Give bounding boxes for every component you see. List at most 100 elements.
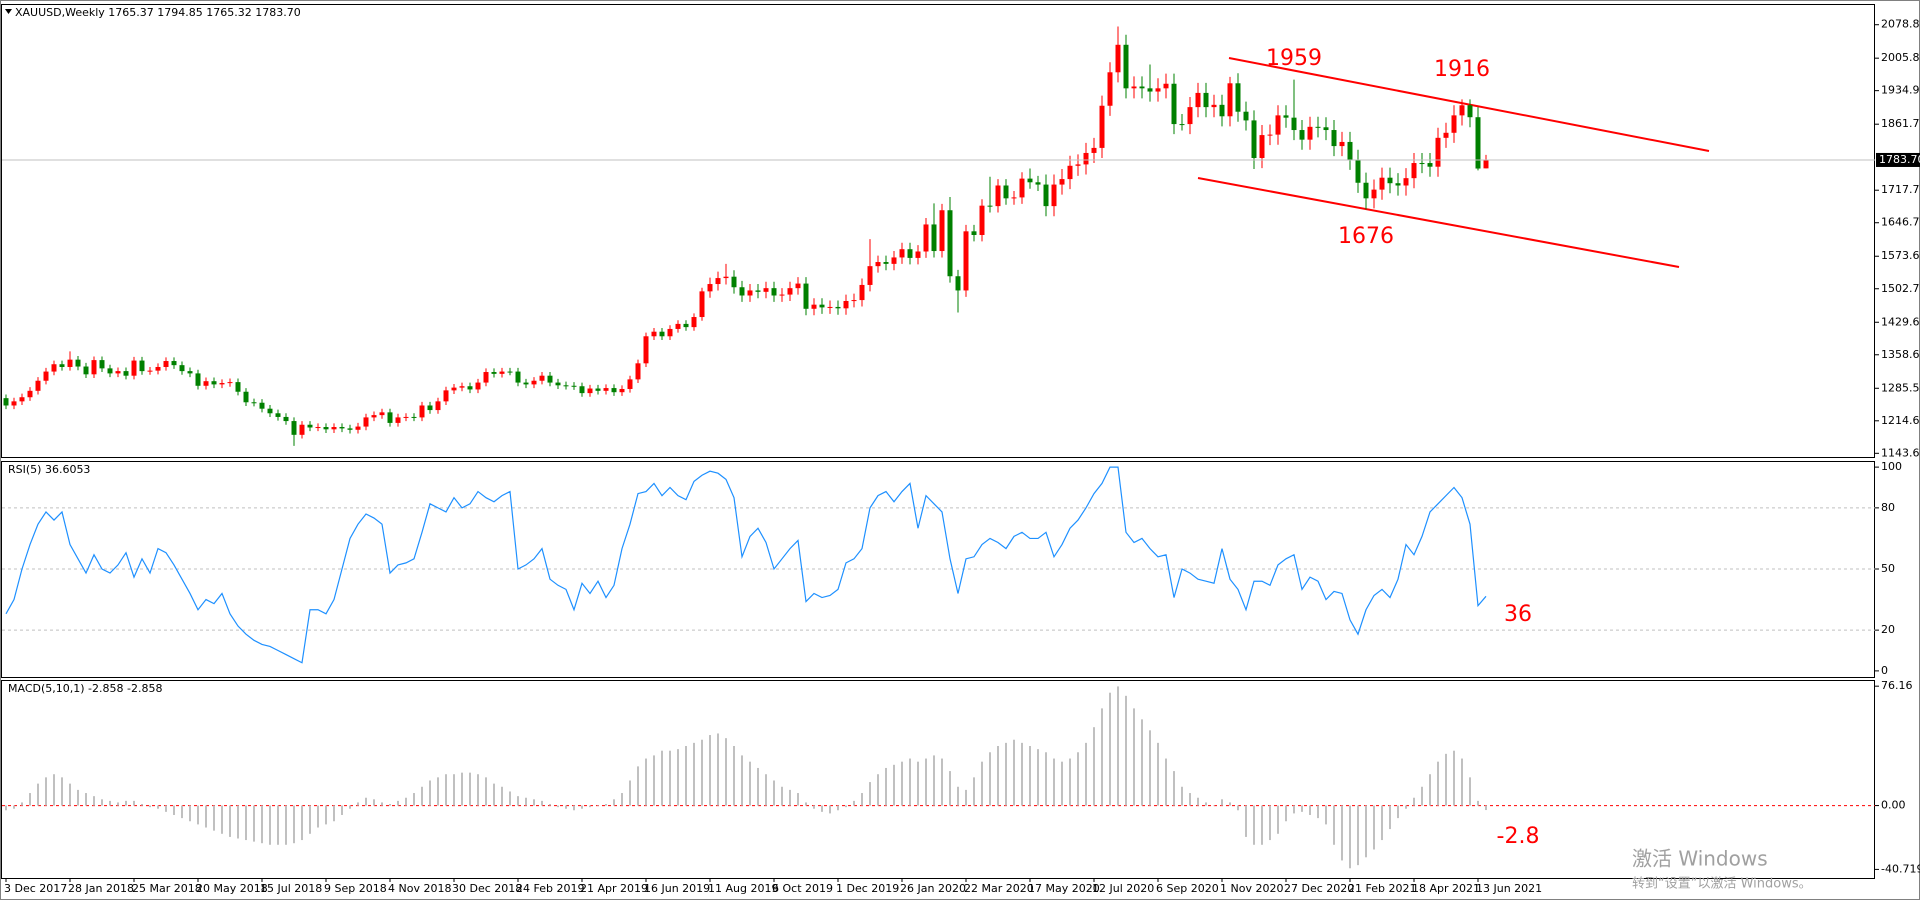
menu-triangle[interactable] <box>5 9 12 14</box>
candle-body <box>155 366 161 371</box>
macd-bar <box>1045 752 1047 806</box>
y-tick-label: 1285.55 <box>1881 381 1920 394</box>
candle-body <box>643 336 649 364</box>
macd-bar <box>341 805 343 815</box>
candle-body <box>307 424 313 428</box>
macd-bar <box>357 802 359 806</box>
annotation: 1676 <box>1338 224 1394 249</box>
candle-body <box>1331 130 1337 147</box>
macd-bar <box>821 805 823 812</box>
macd-bar <box>1133 708 1135 806</box>
macd-bar <box>229 805 231 837</box>
candle-body <box>947 210 953 277</box>
macd-bar <box>693 742 695 806</box>
candle-body <box>851 300 857 302</box>
macd-bar <box>813 805 815 809</box>
y-tick-label: 50 <box>1881 562 1895 575</box>
candle-body <box>1187 107 1193 125</box>
candle-body <box>1067 165 1073 180</box>
y-tick-label: 1143.65 <box>1881 446 1920 459</box>
macd-bar <box>965 789 967 806</box>
macd-bar <box>285 805 287 845</box>
candle-body <box>371 415 377 418</box>
macd-bar <box>1189 793 1191 806</box>
candle-body <box>507 371 513 373</box>
candle-body <box>67 359 73 367</box>
candle-body <box>1139 86 1145 89</box>
candle-body <box>267 408 273 414</box>
candle-body <box>131 360 137 376</box>
macd-bar <box>237 805 239 839</box>
candle-body <box>259 402 265 409</box>
macd-bar <box>1341 805 1343 861</box>
macd-bar <box>413 793 415 806</box>
candle-body <box>195 373 201 386</box>
candle-body <box>915 251 921 258</box>
x-tick-label: 1 Nov 2020 <box>1220 882 1283 895</box>
macd-bar <box>149 805 151 808</box>
candle-body <box>931 224 937 252</box>
candle-body <box>699 291 705 318</box>
candle-body <box>1291 117 1297 131</box>
macd-bar <box>133 800 135 806</box>
candle-body <box>971 231 977 235</box>
macd-bar <box>301 805 303 841</box>
candle-body <box>1219 104 1225 117</box>
candle-body <box>939 210 945 252</box>
y-tick-label: 0.00 <box>1881 799 1906 812</box>
macd-bar <box>533 799 535 806</box>
y-tick-label: 100 <box>1881 460 1902 473</box>
macd-bar <box>29 793 31 806</box>
candle-body <box>963 231 969 291</box>
macd-bar <box>565 805 567 809</box>
annotation: 1959 <box>1266 46 1322 71</box>
candle-body <box>83 366 89 375</box>
macd-bar <box>261 805 263 844</box>
macd-bar <box>829 805 831 814</box>
y-tick-label: 1502.70 <box>1881 282 1920 295</box>
macd-bar <box>685 746 687 806</box>
candle-body <box>563 385 569 387</box>
x-tick-label: 15 Jul 2018 <box>260 882 322 895</box>
macd-bar <box>981 761 983 806</box>
candle-body <box>1123 44 1129 89</box>
candle-body <box>1243 111 1249 121</box>
macd-bar <box>1005 742 1007 806</box>
candle-body <box>619 388 625 393</box>
y-tick-label: 20 <box>1881 623 1895 636</box>
macd-bar <box>461 772 463 806</box>
x-tick-label: 21 Apr 2019 <box>580 882 648 895</box>
macd-bar <box>213 805 215 831</box>
candle-body <box>347 428 353 430</box>
candle-body <box>1339 141 1345 147</box>
candle-body <box>835 306 841 309</box>
macd-bar <box>1357 805 1359 866</box>
candle-body <box>859 284 865 301</box>
candle-body <box>299 424 305 435</box>
candle-body <box>979 205 985 235</box>
macd-bar <box>1285 805 1287 822</box>
y-tick-label: 1934.95 <box>1881 84 1920 97</box>
x-tick-label: 30 Dec 2018 <box>452 882 522 895</box>
candle-body <box>163 361 169 367</box>
macd-bar <box>997 746 999 806</box>
macd-bar <box>709 735 711 806</box>
y-tick-label: 1717.70 <box>1881 183 1920 196</box>
macd-bar <box>1053 758 1055 806</box>
candle-body <box>1083 152 1089 165</box>
candle-body <box>1075 164 1081 166</box>
candle-body <box>755 290 761 292</box>
macd-bar <box>141 804 143 806</box>
macd-bar <box>269 805 271 845</box>
candle-body <box>139 360 145 372</box>
rsi-line <box>5 466 1487 664</box>
candle-body <box>1451 115 1457 133</box>
candle-body <box>443 390 449 402</box>
candle-body <box>451 387 457 391</box>
macd-bar <box>1117 686 1119 806</box>
candle-body <box>531 380 537 385</box>
macd-bar <box>77 789 79 806</box>
candle-body <box>891 257 897 264</box>
macd-bar <box>309 805 311 834</box>
macd-bar <box>5 805 7 811</box>
